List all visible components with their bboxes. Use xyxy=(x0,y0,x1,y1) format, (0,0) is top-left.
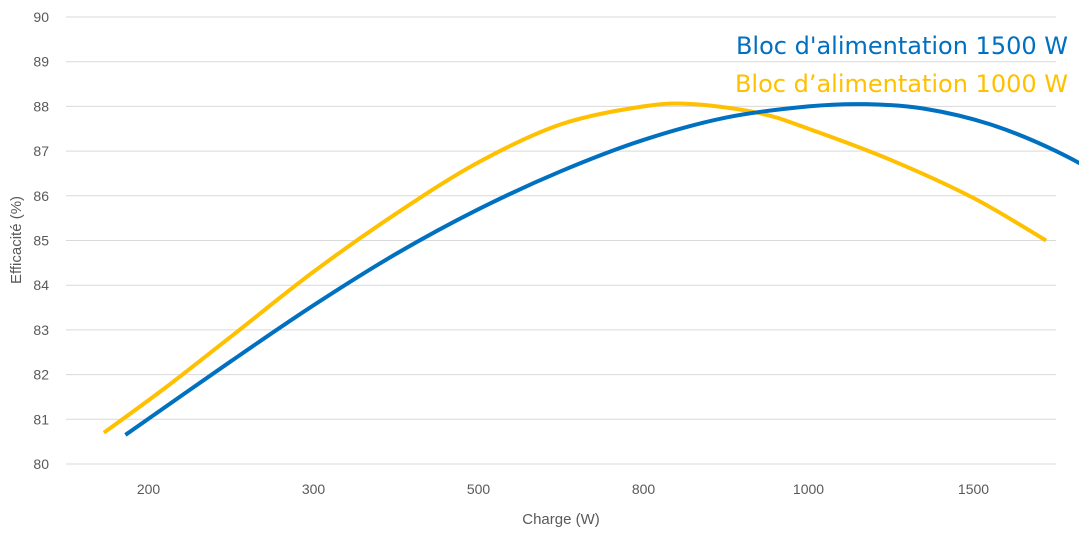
y-tick-label: 81 xyxy=(33,411,49,427)
series-line-0 xyxy=(124,102,1079,437)
series-line-1 xyxy=(102,101,1048,435)
y-tick-label: 84 xyxy=(33,277,49,293)
x-tick-label: 1500 xyxy=(958,481,989,497)
y-tick-label: 80 xyxy=(33,456,49,472)
x-tick-label: 200 xyxy=(137,481,161,497)
x-tick-label: 1000 xyxy=(793,481,824,497)
y-tick-label: 89 xyxy=(33,54,49,70)
y-tick-label: 85 xyxy=(33,233,49,249)
x-tick-labels: 200 300 500 800 1000 1500 xyxy=(137,481,989,497)
y-tick-labels: 80 81 82 83 84 85 86 87 88 89 90 xyxy=(33,9,49,472)
x-tick-label: 800 xyxy=(632,481,656,497)
x-tick-label: 500 xyxy=(467,481,491,497)
y-tick-label: 86 xyxy=(33,188,49,204)
legend-entry-1000w: Bloc d’alimentation 1000 W xyxy=(735,70,1068,98)
y-tick-label: 82 xyxy=(33,367,49,383)
series-lines xyxy=(102,101,1079,437)
x-axis-title: Charge (W) xyxy=(522,511,600,528)
y-tick-label: 87 xyxy=(33,143,49,159)
y-axis-title: Efficacité (%) xyxy=(8,196,25,284)
gridlines xyxy=(66,16,1056,465)
y-tick-label: 88 xyxy=(33,98,49,114)
x-tick-label: 300 xyxy=(302,481,326,497)
y-tick-label: 83 xyxy=(33,322,49,338)
y-tick-label: 90 xyxy=(33,9,49,25)
legend-entry-1500w: Bloc d'alimentation 1500 W xyxy=(736,32,1068,60)
